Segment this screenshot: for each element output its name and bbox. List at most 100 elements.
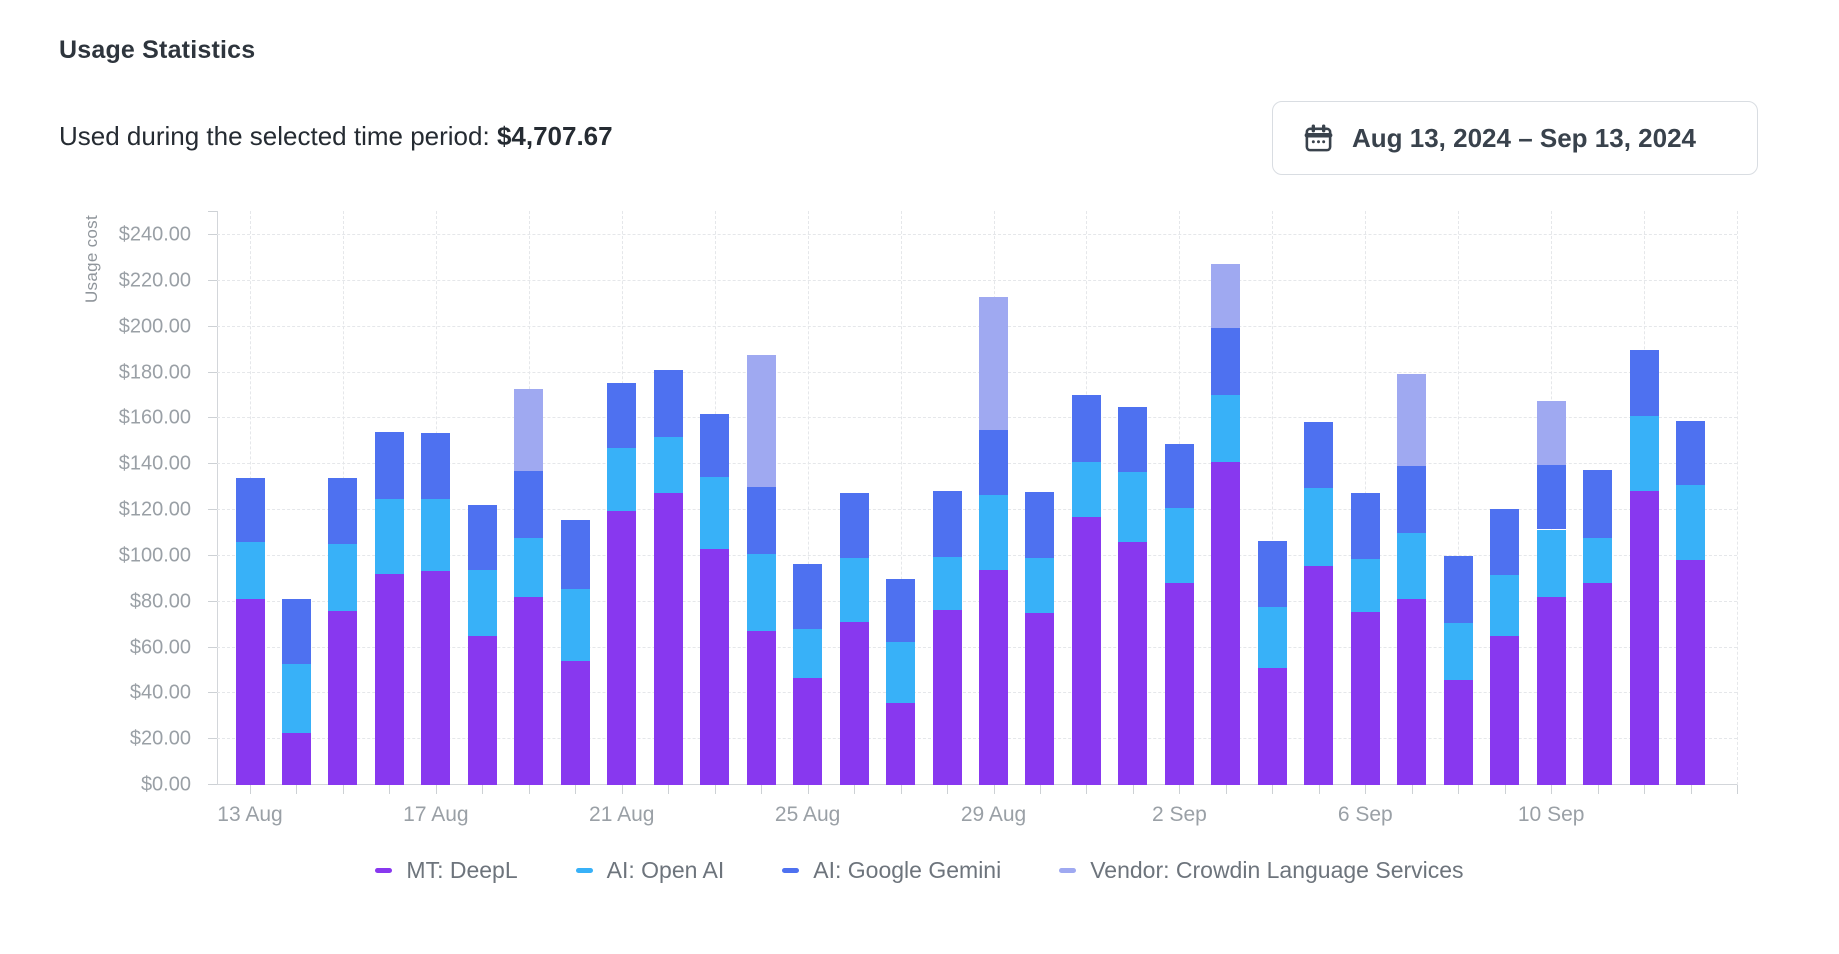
bar-segment[interactable] <box>839 558 869 623</box>
bar-segment[interactable] <box>1350 611 1380 785</box>
bar-segment[interactable] <box>235 599 265 785</box>
stacked-bar[interactable] <box>374 211 404 785</box>
bar-segment[interactable] <box>1257 607 1287 669</box>
bar-segment[interactable] <box>1676 420 1706 485</box>
bar-segment[interactable] <box>328 544 358 611</box>
bar-segment[interactable] <box>467 505 497 570</box>
bar-segment[interactable] <box>235 542 265 600</box>
bar-segment[interactable] <box>932 556 962 610</box>
stacked-bar[interactable] <box>1443 211 1473 785</box>
bar-segment[interactable] <box>1443 555 1473 624</box>
bar-segment[interactable] <box>374 498 404 575</box>
bar-segment[interactable] <box>746 553 776 632</box>
bar-segment[interactable] <box>653 436 683 493</box>
stacked-bar[interactable] <box>328 211 358 785</box>
bar-segment[interactable] <box>281 663 311 734</box>
bar-segment[interactable] <box>700 548 730 785</box>
bar-segment[interactable] <box>793 629 823 679</box>
legend-item[interactable]: AI: Open AI <box>575 857 724 884</box>
bar-segment[interactable] <box>607 382 637 449</box>
bar-segment[interactable] <box>1583 583 1613 785</box>
bar-segment[interactable] <box>1490 508 1520 576</box>
bar-segment[interactable] <box>1397 466 1427 533</box>
bar-segment[interactable] <box>1071 516 1101 785</box>
stacked-bar[interactable] <box>653 211 683 785</box>
bar-segment[interactable] <box>607 448 637 512</box>
stacked-bar[interactable] <box>793 211 823 785</box>
bar-segment[interactable] <box>1025 558 1055 614</box>
bar-segment[interactable] <box>1397 532 1427 600</box>
stacked-bar[interactable] <box>467 211 497 785</box>
stacked-bar[interactable] <box>560 211 590 785</box>
bar-segment[interactable] <box>1211 461 1241 785</box>
bar-segment[interactable] <box>979 429 1009 496</box>
bar-segment[interactable] <box>467 569 497 637</box>
bar-segment[interactable] <box>1490 636 1520 785</box>
bar-segment[interactable] <box>1676 560 1706 785</box>
bar-segment[interactable] <box>1257 668 1287 785</box>
bar-segment[interactable] <box>514 388 544 472</box>
stacked-bar[interactable] <box>1490 211 1520 785</box>
bar-segment[interactable] <box>886 702 916 785</box>
bar-segment[interactable] <box>839 622 869 785</box>
bar-segment[interactable] <box>700 476 730 549</box>
stacked-bar[interactable] <box>746 211 776 785</box>
bar-segment[interactable] <box>1164 443 1194 508</box>
bar-segment[interactable] <box>1211 263 1241 328</box>
bar-segment[interactable] <box>235 477 265 543</box>
bar-segment[interactable] <box>700 413 730 477</box>
bar-segment[interactable] <box>793 678 823 785</box>
stacked-bar[interactable] <box>1583 211 1613 785</box>
bar-segment[interactable] <box>1583 537 1613 584</box>
stacked-bar[interactable] <box>235 211 265 785</box>
bar-segment[interactable] <box>281 599 311 664</box>
bar-segment[interactable] <box>1164 507 1194 584</box>
bar-segment[interactable] <box>1118 472 1148 543</box>
bar-segment[interactable] <box>1629 349 1659 417</box>
bar-segment[interactable] <box>1071 395 1101 462</box>
date-range-picker[interactable]: Aug 13, 2024 – Sep 13, 2024 <box>1272 101 1758 175</box>
bar-segment[interactable] <box>1304 421 1334 489</box>
stacked-bar[interactable] <box>1676 211 1706 785</box>
bar-segment[interactable] <box>1676 484 1706 561</box>
bar-segment[interactable] <box>421 570 451 785</box>
stacked-bar[interactable] <box>979 211 1009 785</box>
stacked-bar[interactable] <box>607 211 637 785</box>
bar-segment[interactable] <box>653 370 683 437</box>
bar-segment[interactable] <box>1304 566 1334 785</box>
bar-segment[interactable] <box>560 661 590 785</box>
bar-segment[interactable] <box>1350 559 1380 612</box>
bar-segment[interactable] <box>1025 491 1055 559</box>
bar-segment[interactable] <box>328 610 358 785</box>
bar-segment[interactable] <box>886 641 916 703</box>
bar-segment[interactable] <box>467 636 497 785</box>
bar-segment[interactable] <box>793 563 823 630</box>
stacked-bar[interactable] <box>421 211 451 785</box>
stacked-bar[interactable] <box>281 211 311 785</box>
legend-item[interactable]: MT: DeepL <box>375 857 518 884</box>
bar-segment[interactable] <box>514 597 544 785</box>
bar-segment[interactable] <box>328 477 358 545</box>
stacked-bar[interactable] <box>1211 211 1241 785</box>
bar-segment[interactable] <box>1257 540 1287 608</box>
bar-segment[interactable] <box>1490 575 1520 637</box>
legend-item[interactable]: AI: Google Gemini <box>782 857 1001 884</box>
bar-segment[interactable] <box>1536 597 1566 785</box>
bar-segment[interactable] <box>1536 529 1566 598</box>
bar-segment[interactable] <box>1118 542 1148 785</box>
bar-segment[interactable] <box>560 520 590 590</box>
stacked-bar[interactable] <box>1629 211 1659 785</box>
bar-segment[interactable] <box>514 537 544 598</box>
bar-segment[interactable] <box>1350 492 1380 560</box>
stacked-bar[interactable] <box>886 211 916 785</box>
stacked-bar[interactable] <box>1304 211 1334 785</box>
stacked-bar[interactable] <box>932 211 962 785</box>
bar-segment[interactable] <box>1629 416 1659 491</box>
bar-segment[interactable] <box>281 733 311 785</box>
stacked-bar[interactable] <box>514 211 544 785</box>
bar-segment[interactable] <box>1397 599 1427 785</box>
bar-segment[interactable] <box>1583 469 1613 538</box>
bar-segment[interactable] <box>746 487 776 554</box>
bar-segment[interactable] <box>979 495 1009 570</box>
bar-segment[interactable] <box>374 432 404 499</box>
